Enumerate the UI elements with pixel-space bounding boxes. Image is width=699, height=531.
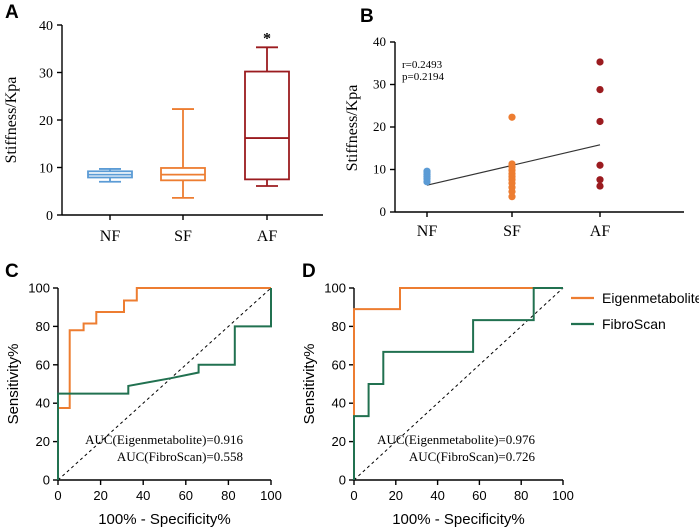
x-tick-label: AF bbox=[590, 223, 611, 240]
roc-line-fibroscan bbox=[353, 287, 563, 480]
y-tick-label: 100 bbox=[324, 281, 346, 296]
legend: Eigenmetabolite FibroScan bbox=[571, 290, 699, 332]
y-tick-label: 0 bbox=[43, 473, 50, 488]
x-axis-title: 100% - Specificity% bbox=[392, 511, 525, 528]
x-tick-label: NF bbox=[417, 223, 438, 240]
x-tick-label: 20 bbox=[93, 488, 107, 503]
x-tick-label: 40 bbox=[430, 488, 444, 503]
y-tick-label: 10 bbox=[373, 162, 386, 177]
y-tick-label: 20 bbox=[36, 434, 50, 449]
y-tick-label: 100 bbox=[28, 281, 50, 296]
y-tick-label: 80 bbox=[36, 319, 50, 334]
y-tick-label: 10 bbox=[39, 162, 53, 177]
y-tick-label: 40 bbox=[373, 34, 386, 49]
auc-eigenmetabolite: AUC(Eigenmetabolite)=0.976 bbox=[377, 432, 535, 447]
x-tick-label: SF bbox=[503, 223, 521, 240]
legend-label-fibroscan: FibroScan bbox=[602, 316, 666, 332]
auc-fibroscan: AUC(FibroScan)=0.558 bbox=[117, 449, 243, 464]
scatter-point-af bbox=[596, 58, 604, 66]
x-tick-label: 0 bbox=[54, 488, 61, 503]
y-axis-title: Stiffness/Kpa bbox=[3, 77, 20, 164]
y-tick-label: 40 bbox=[36, 396, 50, 411]
y-tick-label: 60 bbox=[332, 357, 346, 372]
x-axis-title: 100% - Specificity% bbox=[98, 511, 231, 528]
y-tick-label: 40 bbox=[39, 19, 53, 34]
x-tick-label: AF bbox=[257, 228, 278, 245]
y-tick-label: 0 bbox=[380, 204, 387, 219]
y-tick-label: 30 bbox=[39, 67, 53, 82]
y-tick-label: 20 bbox=[373, 119, 386, 134]
auc-fibroscan: AUC(FibroScan)=0.726 bbox=[409, 449, 536, 464]
y-tick-label: 60 bbox=[36, 357, 50, 372]
legend-label-eigenmetabolite: Eigenmetabolite bbox=[602, 290, 699, 306]
x-tick-label: 100 bbox=[552, 488, 574, 503]
box-af bbox=[244, 70, 290, 181]
panel-label-d: D bbox=[302, 261, 316, 282]
x-tick-label: 60 bbox=[179, 488, 193, 503]
x-tick-label: 80 bbox=[221, 488, 235, 503]
panel-c-roc: 00 20 20 40 40 60 60 80 80 100 100 AUC(Eigenmetabol… bbox=[5, 281, 282, 529]
stat-p: p=0.2194 bbox=[402, 71, 444, 83]
scatter-point-af bbox=[596, 161, 604, 169]
x-tick-label: 20 bbox=[389, 488, 403, 503]
y-tick-label: 80 bbox=[332, 319, 346, 334]
panel-label-c: C bbox=[5, 261, 19, 282]
scatter-point-af bbox=[596, 176, 604, 184]
auc-eigenmetabolite: AUC(Eigenmetabolite)=0.916 bbox=[85, 432, 243, 447]
panel-d-roc: 00 20 20 40 40 60 60 80 80 100 100 AUC(Eigenmetabol… bbox=[301, 281, 574, 529]
y-tick-label: 30 bbox=[373, 77, 386, 92]
panel-label-a: A bbox=[5, 2, 19, 23]
y-axis-title: Stiffness/Kpa bbox=[344, 85, 361, 172]
y-axis-title: Sensitivity% bbox=[5, 344, 22, 425]
significance-marker: * bbox=[263, 30, 271, 47]
scatter-point-af bbox=[596, 117, 604, 126]
x-tick-label: 0 bbox=[350, 488, 357, 503]
y-tick-label: 0 bbox=[339, 473, 346, 488]
scatter-point-sf bbox=[508, 193, 516, 201]
roc-line-eigenmetabolite bbox=[57, 287, 271, 480]
scatter-point-nf bbox=[423, 167, 431, 175]
y-axis-title: Sensitivity% bbox=[301, 344, 318, 425]
roc-line-fibroscan bbox=[57, 288, 272, 480]
panel-a-boxplot: 0 10 20 30 40 NF SF AF * Stiffness/Kpa bbox=[3, 19, 323, 245]
x-tick-label: 80 bbox=[514, 488, 528, 503]
scatter-point-sf bbox=[508, 113, 516, 121]
x-tick-label: SF bbox=[174, 228, 192, 245]
roc-line-eigenmetabolite bbox=[353, 287, 563, 480]
y-tick-label: 40 bbox=[332, 396, 346, 411]
x-tick-label: NF bbox=[100, 228, 121, 245]
scatter-point-sf bbox=[508, 160, 516, 168]
x-tick-label: 60 bbox=[472, 488, 486, 503]
y-tick-label: 20 bbox=[39, 114, 53, 129]
scatter-point-af bbox=[596, 182, 604, 190]
y-tick-label: 20 bbox=[332, 434, 346, 449]
y-tick-label: 0 bbox=[46, 209, 53, 224]
stat-r: r=0.2493 bbox=[402, 59, 443, 71]
scatter-point-af bbox=[596, 86, 604, 94]
x-tick-label: 40 bbox=[136, 488, 150, 503]
x-tick-label: 100 bbox=[260, 488, 282, 503]
panel-label-b: B bbox=[360, 6, 374, 27]
